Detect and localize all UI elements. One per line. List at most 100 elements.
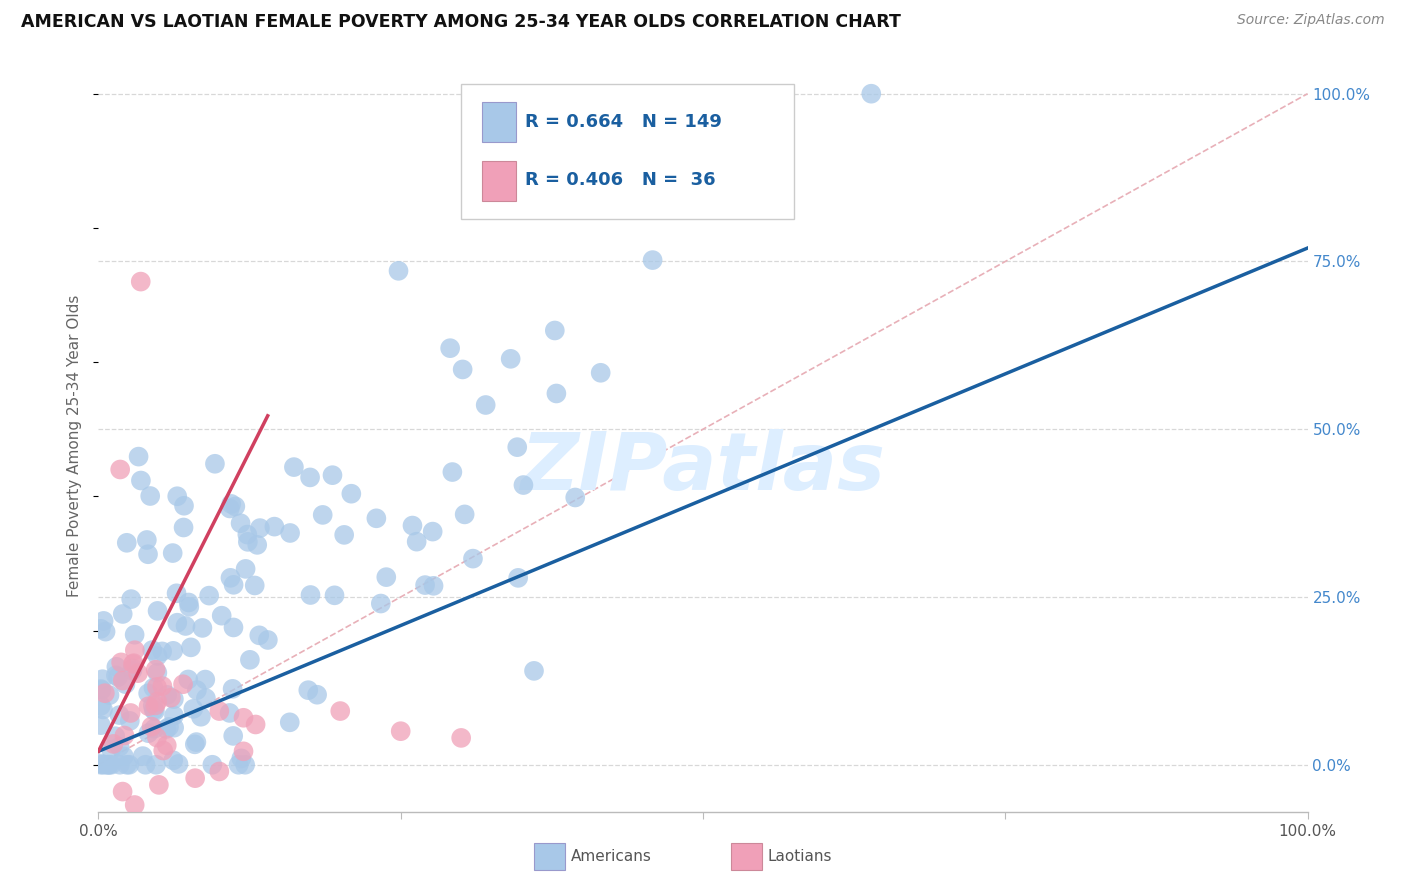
- Point: [143, 704, 166, 718]
- Point: [245, 717, 267, 731]
- Point: [146, 731, 169, 745]
- Point: [247, 628, 270, 642]
- Point: [90, 683, 112, 698]
- Point: [105, 660, 128, 674]
- Point: [172, 677, 194, 691]
- Point: [508, 571, 530, 585]
- Point: [180, 640, 202, 655]
- Point: [439, 341, 461, 355]
- Point: [173, 499, 195, 513]
- Point: [191, 621, 214, 635]
- Point: [239, 653, 262, 667]
- Point: [141, 720, 163, 734]
- Point: [246, 538, 269, 552]
- Point: [190, 710, 212, 724]
- FancyBboxPatch shape: [461, 84, 793, 219]
- FancyBboxPatch shape: [482, 161, 516, 201]
- Point: [90, 757, 112, 772]
- Point: [115, 757, 138, 772]
- Point: [233, 757, 256, 772]
- Point: [422, 524, 444, 539]
- Point: [219, 571, 242, 585]
- Point: [114, 677, 136, 691]
- Point: [108, 462, 131, 476]
- Point: [110, 656, 132, 670]
- Point: [129, 275, 152, 289]
- Point: [136, 686, 159, 700]
- Point: [173, 520, 195, 534]
- Point: [93, 757, 115, 772]
- Point: [146, 604, 169, 618]
- Point: [146, 695, 169, 709]
- Point: [134, 757, 156, 772]
- Point: [120, 706, 142, 720]
- Point: [297, 683, 319, 698]
- Text: AMERICAN VS LAOTIAN FEMALE POVERTY AMONG 25-34 YEAR OLDS CORRELATION CHART: AMERICAN VS LAOTIAN FEMALE POVERTY AMONG…: [21, 13, 901, 31]
- Point: [90, 698, 112, 713]
- Point: [120, 592, 142, 607]
- Point: [340, 486, 363, 500]
- Point: [224, 500, 246, 514]
- Text: Laotians: Laotians: [768, 849, 832, 863]
- Point: [228, 757, 250, 772]
- Point: [145, 698, 167, 713]
- Point: [413, 578, 436, 592]
- Point: [112, 729, 135, 743]
- Point: [107, 670, 129, 684]
- Point: [94, 624, 117, 639]
- Point: [299, 588, 322, 602]
- Point: [142, 698, 165, 713]
- Point: [232, 744, 254, 758]
- Point: [145, 663, 167, 677]
- Point: [100, 757, 122, 772]
- Point: [121, 661, 143, 675]
- Point: [186, 683, 208, 698]
- Point: [136, 547, 159, 561]
- Point: [222, 578, 245, 592]
- Point: [201, 757, 224, 772]
- Point: [208, 704, 231, 718]
- Point: [387, 264, 409, 278]
- Point: [499, 351, 522, 366]
- Point: [108, 708, 131, 723]
- Point: [124, 643, 146, 657]
- Point: [163, 692, 186, 706]
- Point: [218, 706, 240, 720]
- Point: [506, 440, 529, 454]
- Point: [208, 764, 231, 779]
- Point: [150, 644, 173, 658]
- Point: [441, 465, 464, 479]
- Point: [98, 688, 121, 702]
- Point: [194, 691, 217, 706]
- Point: [128, 450, 150, 464]
- Point: [389, 724, 412, 739]
- Text: Source: ZipAtlas.com: Source: ZipAtlas.com: [1237, 13, 1385, 28]
- Point: [236, 534, 259, 549]
- Point: [124, 797, 146, 812]
- Point: [118, 757, 141, 772]
- Point: [184, 737, 207, 751]
- Point: [166, 615, 188, 630]
- Point: [166, 489, 188, 503]
- Point: [323, 588, 346, 602]
- Point: [312, 508, 335, 522]
- Point: [146, 648, 169, 663]
- Point: [564, 491, 586, 505]
- Point: [236, 527, 259, 541]
- Point: [157, 720, 180, 734]
- Point: [129, 474, 152, 488]
- Point: [127, 666, 149, 681]
- Point: [141, 643, 163, 657]
- Point: [142, 681, 165, 695]
- Point: [186, 735, 208, 749]
- Point: [155, 722, 177, 736]
- Point: [146, 680, 169, 694]
- Point: [146, 665, 169, 680]
- Point: [544, 323, 567, 337]
- Point: [204, 457, 226, 471]
- Point: [100, 742, 122, 756]
- Point: [174, 619, 197, 633]
- Point: [163, 721, 186, 735]
- Point: [91, 672, 114, 686]
- Point: [148, 778, 170, 792]
